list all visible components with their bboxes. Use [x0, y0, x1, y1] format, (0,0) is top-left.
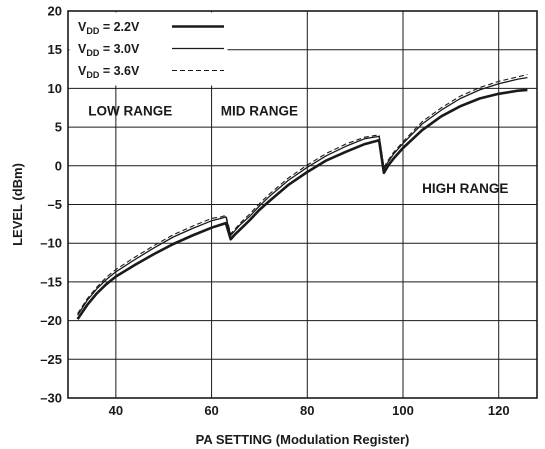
legend-label: VDD = 3.0V [78, 42, 140, 58]
tick-labels: 40 60 80 100 120 20 15 10 5 0 –5 –10 –15 –20 –25 –30 [40, 4, 509, 419]
y-tick-label: 5 [55, 120, 62, 135]
range-annotation: LOW RANGE [88, 103, 172, 118]
x-tick-label: 120 [488, 403, 510, 418]
legend: VDD = 2.2V VDD = 3.0V VDD = 3.6V [69, 12, 228, 86]
y-tick-label: 0 [55, 158, 62, 173]
y-tick-label: –5 [48, 197, 62, 212]
x-tick-label: 100 [392, 403, 414, 418]
range-annotations: LOW RANGE MID RANGE HIGH RANGE [88, 103, 508, 195]
range-annotation: HIGH RANGE [422, 181, 508, 196]
y-axis-label: LEVEL (dBm) [10, 163, 25, 246]
y-tick-label: –30 [40, 391, 62, 406]
series-line-3 [77, 73, 528, 314]
y-tick-label: 15 [48, 42, 62, 57]
y-tick-label: –15 [40, 274, 62, 289]
x-tick-label: 40 [109, 403, 123, 418]
y-tick-label: –10 [40, 236, 62, 251]
y-tick-label: 20 [48, 4, 62, 19]
series-lines [76, 73, 528, 320]
series-line-2 [77, 76, 528, 316]
range-annotation: MID RANGE [221, 103, 298, 118]
series-line-1 [76, 88, 528, 320]
legend-label: VDD = 2.2V [78, 20, 140, 36]
legend-label: VDD = 3.6V [78, 64, 140, 80]
x-axis-label: PA SETTING (Modulation Register) [196, 432, 410, 447]
y-tick-label: –20 [40, 313, 62, 328]
x-tick-label: 80 [300, 403, 314, 418]
x-tick-label: 60 [204, 403, 218, 418]
y-tick-label: –25 [40, 352, 62, 367]
y-tick-label: 10 [48, 81, 62, 96]
plot-frame [67, 10, 538, 399]
